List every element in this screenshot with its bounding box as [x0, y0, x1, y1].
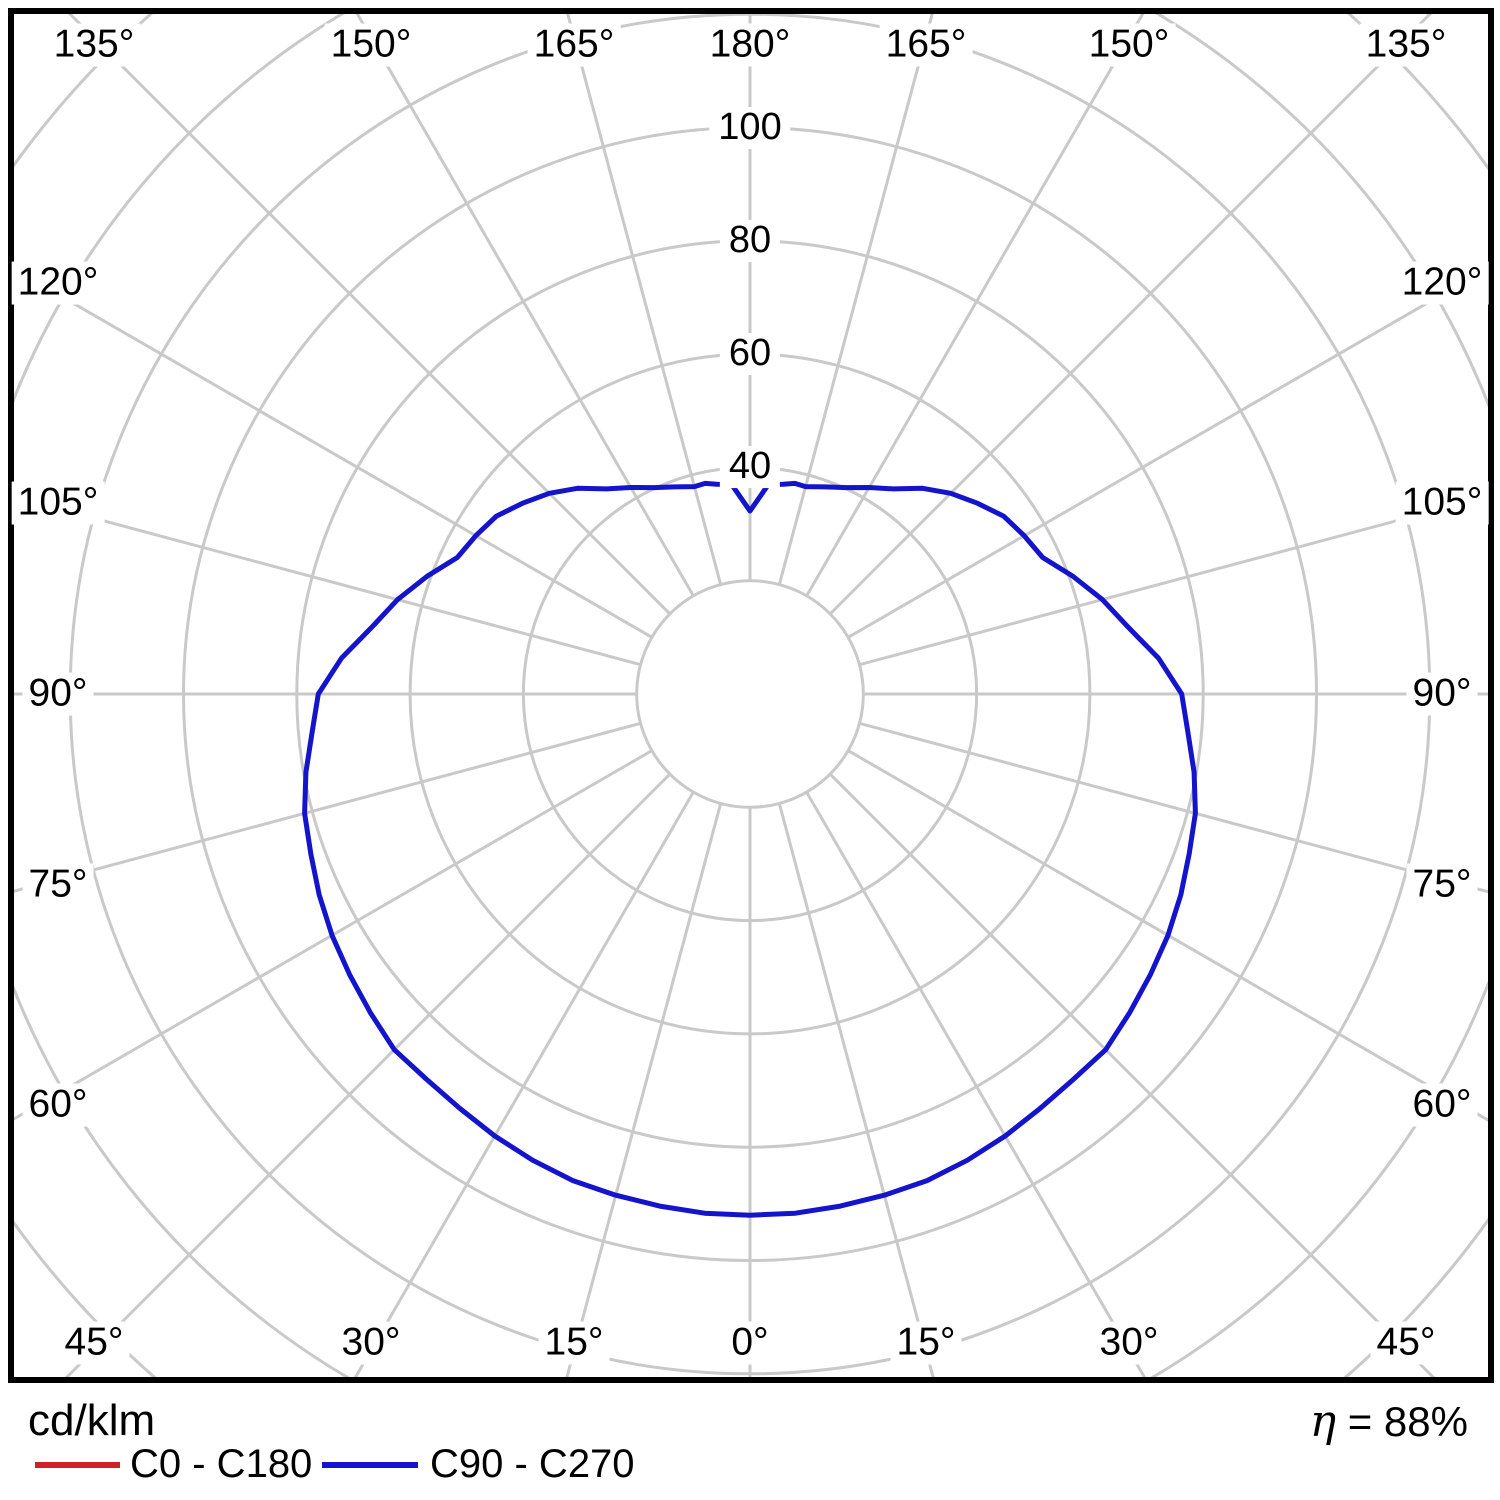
grid-spoke-75	[859, 721, 1488, 894]
legend-label-c0-c180: C0 - C180	[130, 1442, 313, 1486]
grid-spoke-255	[14, 495, 641, 667]
curve-c90-c270	[302, 480, 1198, 1218]
legend-swatch-c0-c180	[35, 1462, 120, 1468]
legend-swatch-c90-c270	[322, 1462, 418, 1468]
plot-frame	[8, 8, 1494, 1383]
grid-spoke-285	[14, 721, 641, 893]
eta-symbol: η	[1309, 1396, 1337, 1447]
grid-spoke-210	[355, 14, 695, 597]
grid-spoke-105	[859, 494, 1488, 667]
grid-spoke-300	[14, 749, 653, 1121]
grid-spoke-240	[14, 267, 653, 639]
grid-spoke-330	[353, 791, 695, 1377]
chart-footer: cd/klm η = 88% C0 - C180 C90 - C270	[0, 1384, 1500, 1500]
grid-spoke-120	[847, 266, 1488, 639]
grid-spoke-150	[805, 14, 1145, 597]
grid-ring-20	[635, 579, 865, 809]
legend-label-c90-c270: C90 - C270	[430, 1442, 635, 1486]
grid-spoke-345	[565, 803, 723, 1377]
grid-spoke-15	[777, 803, 935, 1377]
grid-spoke-165	[777, 14, 934, 585]
efficiency-label: η = 88%	[1310, 1396, 1468, 1447]
grid-spoke-30	[805, 791, 1147, 1377]
grid-spoke-195	[566, 14, 723, 585]
grid-spoke-60	[847, 749, 1488, 1122]
efficiency-value: = 88%	[1336, 1398, 1468, 1445]
units-label: cd/klm	[28, 1396, 156, 1445]
